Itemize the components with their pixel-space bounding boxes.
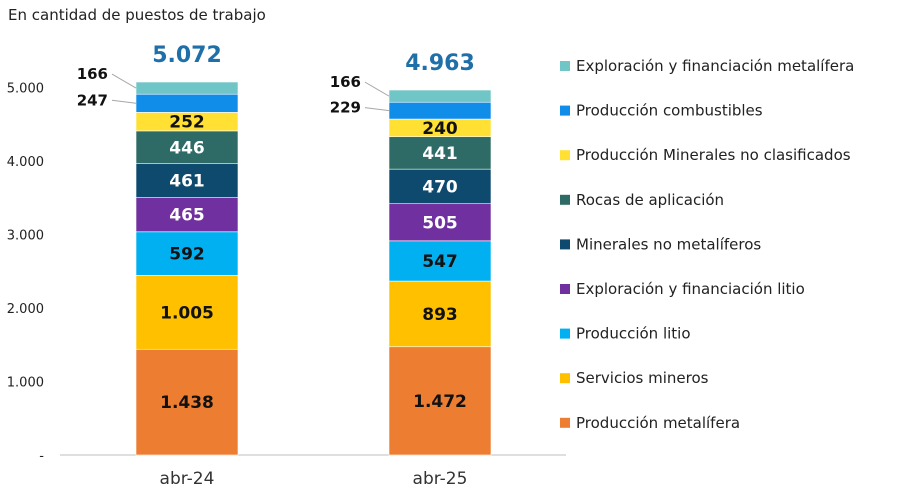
bar-segment [135, 130, 239, 165]
segment-value-label: 547 [422, 252, 458, 272]
segment-value-label: 1.472 [413, 392, 467, 412]
legend-label: Producción combustibles [576, 102, 763, 120]
bar-segment [135, 163, 239, 198]
bar-segment [135, 81, 239, 95]
segment-value-label: 470 [422, 177, 458, 197]
bar-segment [388, 168, 492, 205]
legend-label: Exploración y financiación litio [576, 280, 805, 298]
bar-segment [135, 93, 239, 113]
leader-line [364, 107, 390, 112]
legend-swatch [560, 150, 570, 161]
segment-value-label: 240 [422, 119, 458, 139]
legend-swatch [560, 373, 570, 384]
segment-value-label: 465 [169, 206, 205, 226]
segment-value-label-outside: 166 [77, 65, 108, 83]
x-category-label: abr-25 [413, 469, 468, 489]
legend-swatch [560, 239, 570, 250]
bar-total-label: 5.072 [152, 43, 222, 68]
y-tick-label: 2.000 [7, 302, 44, 317]
segment-value-label-outside: 166 [330, 73, 361, 91]
legend-swatch [560, 284, 570, 294]
legend-label: Servicios mineros [576, 369, 709, 387]
bar-segment [388, 346, 492, 456]
legend-swatch [560, 61, 570, 71]
segment-value-label-outside: 247 [77, 91, 108, 109]
bar-segment [388, 136, 492, 170]
segment-value-label-outside: 229 [330, 99, 361, 117]
bar-segment [135, 197, 239, 233]
y-tick-label: 1.000 [7, 375, 44, 390]
legend-swatch [560, 105, 570, 116]
bar-segment [388, 280, 492, 348]
bar-segment [135, 275, 239, 350]
legend-label: Exploración y financiación metalífera [576, 57, 854, 75]
leader-line [364, 81, 390, 97]
y-tick-label: - [39, 449, 44, 464]
legend-label: Rocas de aplicación [576, 191, 724, 209]
segment-value-label: 505 [422, 213, 458, 233]
y-tick-label: 5.000 [7, 81, 44, 96]
legend-label: Minerales no metalíferos [576, 235, 761, 253]
y-tick-label: 3.000 [7, 228, 44, 243]
legend-label: Producción Minerales no clasificados [576, 146, 851, 164]
bar-total-label: 4.963 [405, 51, 475, 76]
bar-segment [135, 348, 239, 456]
y-tick-label: 4.000 [7, 155, 44, 170]
legend-label: Producción litio [576, 325, 691, 343]
bar-segment [388, 101, 492, 120]
legend-swatch [560, 328, 570, 339]
leader-line [111, 73, 137, 89]
x-category-label: abr-24 [160, 469, 215, 489]
y-axis-label: En cantidad de puestos de trabajo [8, 6, 266, 24]
segment-value-label: 441 [422, 144, 458, 164]
segment-value-label: 461 [169, 172, 205, 192]
legend-swatch [560, 194, 570, 205]
bar-segment [388, 89, 492, 103]
legend-swatch [560, 417, 570, 428]
leader-line [111, 99, 137, 104]
segment-value-label: 592 [169, 245, 205, 265]
segment-value-label: 893 [422, 305, 458, 325]
segment-value-label: 1.005 [160, 303, 214, 323]
bar-segment [388, 240, 492, 282]
segment-value-label: 1.438 [160, 393, 214, 413]
segment-value-label: 252 [169, 113, 205, 133]
legend-label: Producción metalífera [576, 414, 740, 432]
segment-value-label: 446 [169, 138, 205, 158]
